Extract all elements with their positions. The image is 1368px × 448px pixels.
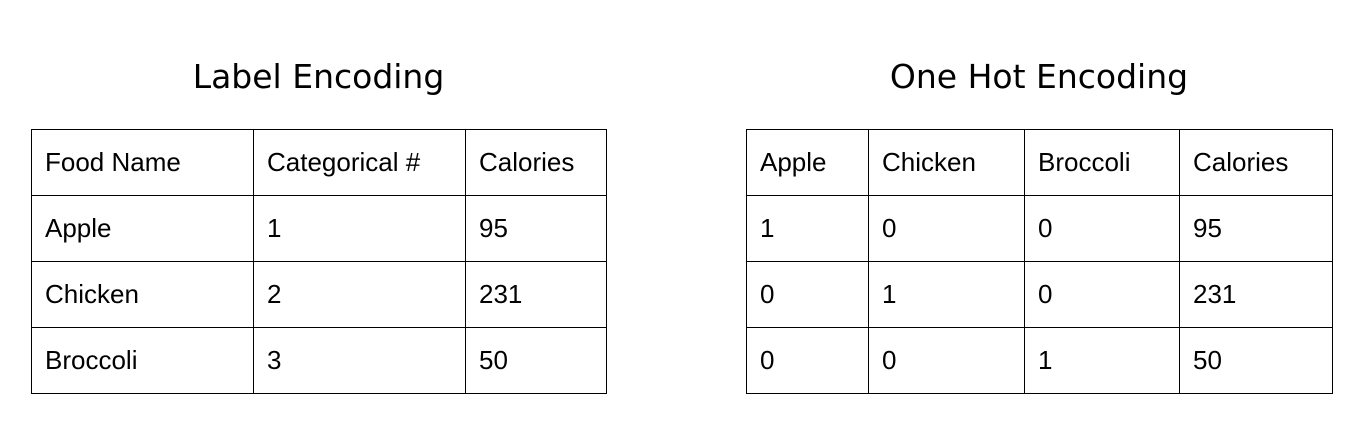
header-calories: Calories (465, 129, 607, 196)
table-cell: 3 (253, 327, 466, 394)
table-cell: 50 (465, 327, 607, 394)
table-cell: Chicken (31, 261, 254, 328)
table-cell: 0 (1024, 195, 1180, 262)
table-cell: 50 (1179, 327, 1333, 394)
table-cell: 2 (253, 261, 466, 328)
header-calories: Calories (1179, 129, 1333, 196)
label-encoding-title: Label Encoding (192, 57, 445, 96)
label-encoding-table: Food Name Categorical # Calories Apple 1… (31, 129, 607, 394)
table-cell: 1 (253, 195, 466, 262)
table-cell: Broccoli (31, 327, 254, 394)
one-hot-encoding-title: One Hot Encoding (889, 57, 1189, 96)
table-cell: 0 (868, 195, 1025, 262)
table-cell: 95 (465, 195, 607, 262)
table-cell: 231 (1179, 261, 1333, 328)
table-cell: 0 (746, 327, 869, 394)
table-cell: 0 (746, 261, 869, 328)
header-categorical-number: Categorical # (253, 129, 466, 196)
table-cell: 0 (1024, 261, 1180, 328)
table-row: 1 0 0 95 (746, 195, 1333, 262)
table-row: Chicken 2 231 (31, 261, 607, 328)
header-chicken: Chicken (868, 129, 1025, 196)
table-header-row: Apple Chicken Broccoli Calories (746, 129, 1333, 196)
header-broccoli: Broccoli (1024, 129, 1180, 196)
header-apple: Apple (746, 129, 869, 196)
header-food-name: Food Name (31, 129, 254, 196)
table-cell: 1 (1024, 327, 1180, 394)
table-row: Broccoli 3 50 (31, 327, 607, 394)
table-cell: 231 (465, 261, 607, 328)
table-row: Apple 1 95 (31, 195, 607, 262)
table-cell: 0 (868, 327, 1025, 394)
one-hot-encoding-table: Apple Chicken Broccoli Calories 1 0 0 95… (746, 129, 1333, 394)
table-row: 0 0 1 50 (746, 327, 1333, 394)
table-cell: 95 (1179, 195, 1333, 262)
table-cell: Apple (31, 195, 254, 262)
table-cell: 1 (746, 195, 869, 262)
table-header-row: Food Name Categorical # Calories (31, 129, 607, 196)
table-cell: 1 (868, 261, 1025, 328)
table-row: 0 1 0 231 (746, 261, 1333, 328)
